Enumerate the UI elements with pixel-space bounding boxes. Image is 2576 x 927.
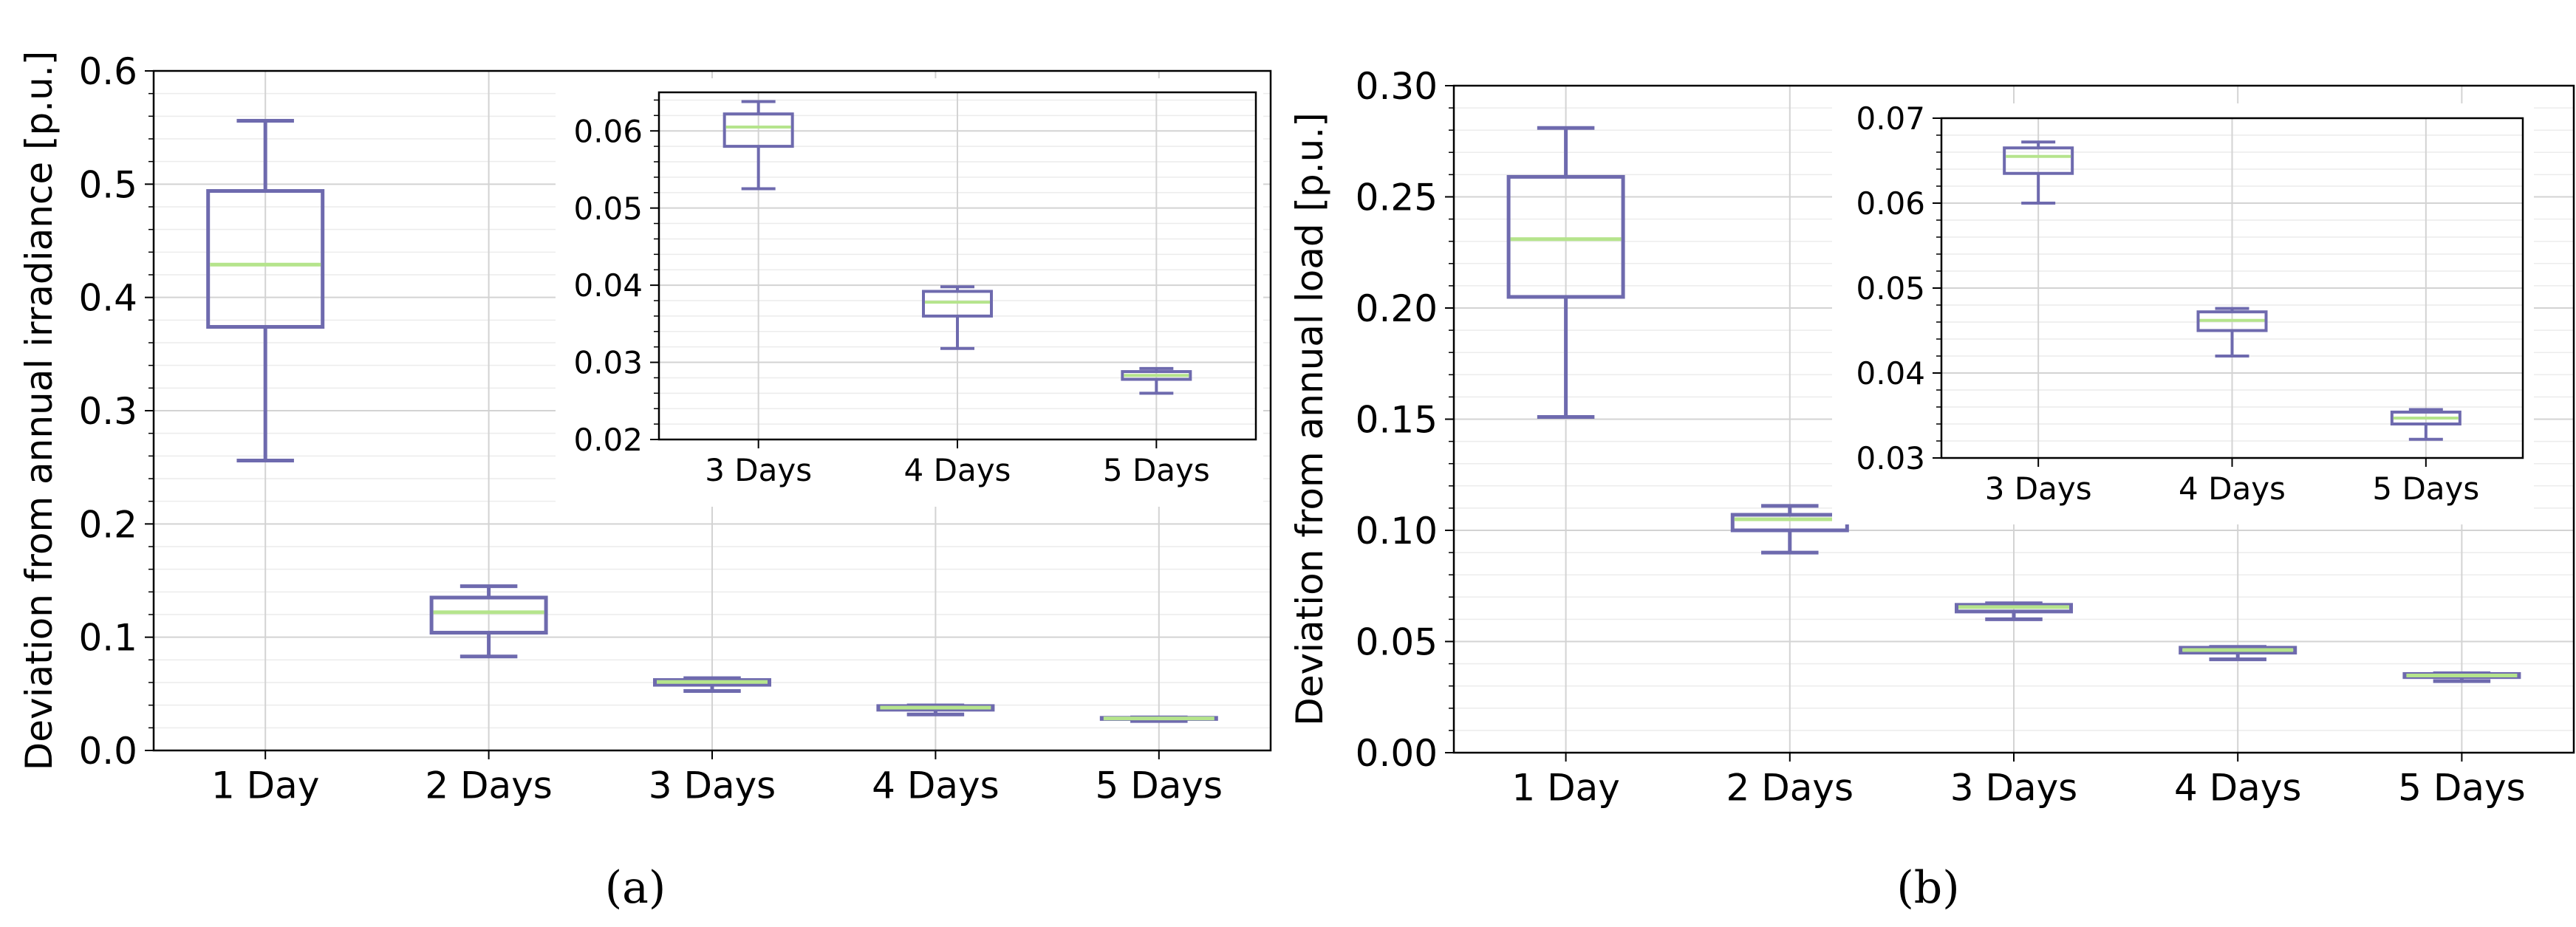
panel-a-inset-x-tick-label: 4 Days: [904, 452, 1011, 488]
panel-b-box: [1955, 603, 2073, 614]
panel-b-y-tick-label: 0.20: [1356, 287, 1438, 330]
panel-b-inset-box-group: [2390, 408, 2461, 441]
panel-b-inset-x-tick-label: 4 Days: [2179, 471, 2286, 507]
panel-a-inset-y-tick-label: 0.03: [573, 345, 643, 381]
panel-a-x-tick-label: 2 Days: [425, 764, 553, 807]
panel-b-box-group: [2179, 645, 2297, 662]
panel-a-y-tick-label: 0.1: [78, 617, 137, 660]
panel-b-inset-frame: [1940, 117, 2524, 459]
panel-b-x-tick-label: 5 Days: [2398, 767, 2526, 810]
panel-b-y-tick-label: 0.10: [1356, 510, 1438, 553]
panel-a-y-tick-label: 0.3: [78, 390, 137, 433]
panel-a-y-tick-label: 0.6: [78, 50, 137, 93]
panel-a-box: [206, 189, 325, 329]
panel-b-box: [2179, 646, 2297, 655]
panel-b-y-tick-label: 0.15: [1356, 399, 1438, 442]
panel-a-y-tick-label: 0.2: [78, 503, 137, 546]
panel-a-y-tick-label: 0.5: [78, 163, 137, 206]
panel-a-irradiance-boxplot: 0.0 0.1 0.2 0.3 0.4 0.5 0.6 1 Day 2 Days 3 Days 4 …: [18, 50, 1272, 807]
panel-a-box-group: [206, 118, 325, 462]
panel-a-inset-box-group: [1121, 366, 1192, 395]
panel-a-box-group: [1099, 715, 1218, 723]
panel-b-box-group: [2402, 671, 2521, 683]
panel-b-inset-x-tick-label: 5 Days: [2372, 471, 2479, 507]
panel-b-inset-y-tick-label: 0.03: [1856, 440, 1925, 476]
panel-a-inset-y-tick-label: 0.05: [573, 191, 643, 227]
panel-b-box: [1506, 174, 1625, 299]
panel-a-x-tick-label: 5 Days: [1096, 764, 1223, 807]
panel-a-inset-box: [922, 290, 993, 318]
panel-b-inset-box: [2003, 146, 2074, 175]
panel-a-y-axis-label: Deviation from annual irradiance [p.u.]: [18, 51, 61, 771]
panel-a-x-tick-label: 4 Days: [872, 764, 1000, 807]
panel-b-inset-box: [2390, 410, 2461, 426]
panel-b-inset-box-group: [2003, 140, 2074, 205]
panel-a-inset-box: [722, 112, 794, 148]
panel-b-box: [1730, 513, 1849, 533]
panel-a-y-tick-label: 0.4: [78, 277, 137, 320]
panel-b-y-tick-label: 0.25: [1356, 177, 1438, 219]
caption-a: (a): [605, 862, 666, 914]
panel-b-box-group: [1506, 126, 1625, 419]
panel-b-axes-frame: [1452, 84, 2575, 754]
panel-a-box-group: [876, 703, 995, 716]
panel-a-inset-box-group: [922, 285, 993, 350]
panel-a-x-tick-label: 1 Day: [211, 764, 319, 807]
panel-a-box: [653, 678, 771, 687]
panel-a-inset-x-tick-label: 3 Days: [705, 452, 812, 488]
panel-b-y-axis-label: Deviation from annual load [p.u.]: [1288, 112, 1331, 725]
panel-a-y-tick-label: 0.0: [78, 730, 137, 773]
panel-b-box-group: [1955, 601, 2073, 621]
panel-b-inset-y-tick-label: 0.06: [1856, 185, 1925, 222]
panel-b-inset-y-tick-label: 0.05: [1856, 270, 1925, 307]
panel-a-box-group: [429, 584, 548, 659]
panel-a-inset-y-tick-label: 0.04: [573, 267, 643, 304]
panel-b-x-tick-label: 2 Days: [1726, 767, 1854, 810]
panel-b-inset-box-group: [2196, 307, 2268, 358]
panel-a-inset-box: [1121, 370, 1192, 381]
panel-a-inset-x-tick-label: 5 Days: [1103, 452, 1210, 488]
panel-b-inset-box: [2196, 310, 2268, 332]
panel-b-inset-x-tick-label: 3 Days: [1985, 471, 2092, 507]
panel-a-box-group: [653, 676, 771, 693]
panel-b-inset-y-tick-label: 0.04: [1856, 355, 1925, 391]
panel-b-x-tick-label: 1 Day: [1511, 767, 1619, 810]
panel-b-inset: 0.03 0.04 0.05 0.06 0.07 3 Days 4 Days 5 Days: [1856, 100, 2524, 507]
panel-a-axes-frame: [152, 69, 1272, 752]
panel-a-inset-box-group: [722, 100, 794, 191]
panel-a-inset-y-tick-label: 0.06: [573, 113, 643, 149]
panel-b-x-tick-label: 4 Days: [2174, 767, 2302, 810]
panel-b-y-tick-label: 0.30: [1356, 65, 1438, 108]
panel-a-inset-frame: [657, 91, 1257, 441]
panel-b-y-tick-label: 0.05: [1356, 621, 1438, 664]
panel-a-inset-y-tick-label: 0.02: [573, 422, 643, 458]
panel-b-x-tick-label: 3 Days: [1950, 767, 2078, 810]
caption-b: (b): [1896, 862, 1959, 914]
panel-a-box: [429, 595, 548, 635]
panel-b-inset-y-tick-label: 0.07: [1856, 100, 1925, 137]
panel-b-load-boxplot: 0.00 0.05 0.10 0.15 0.20 0.25 0.30 1 Day 2 Days 3…: [1288, 65, 2575, 810]
panel-a-inset: 0.02 0.03 0.04 0.05 0.06 3 Days 4 Days 5 Days: [573, 91, 1257, 488]
panel-a-x-tick-label: 3 Days: [649, 764, 776, 807]
panel-b-y-tick-label: 0.00: [1356, 732, 1438, 775]
